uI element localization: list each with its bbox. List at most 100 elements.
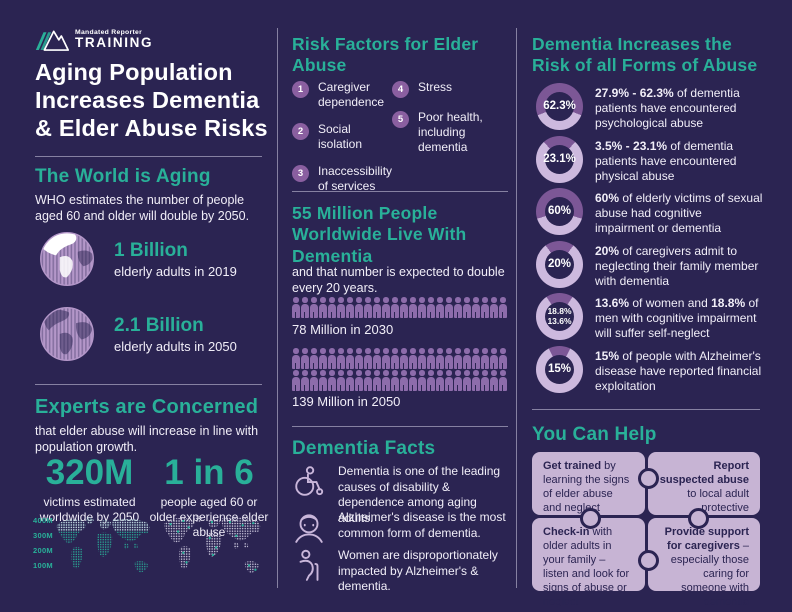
person-icon <box>445 370 453 391</box>
person-icon <box>463 370 471 391</box>
dementia-facts-heading: Dementia Facts <box>292 438 436 459</box>
person-icon <box>481 370 489 391</box>
abuse-stat-row: 62.3% 27.9% - 62.3% of dementia patients… <box>536 83 764 132</box>
risk-factor-label: Caregiver dependence <box>318 80 385 109</box>
experts-heading: Experts are Concerned <box>35 396 259 418</box>
victims-world-map <box>56 517 150 573</box>
stat-value: 320M <box>45 453 134 492</box>
risk-factor-item: 4 Stress <box>392 80 508 98</box>
person-icon <box>445 348 453 369</box>
person-icon <box>319 370 327 391</box>
person-icon <box>355 370 363 391</box>
number-badge: 5 <box>392 111 410 128</box>
wheelchair-person-icon <box>295 466 324 496</box>
section-divider <box>292 191 508 192</box>
person-icon <box>382 297 390 318</box>
donut-chart-caregiver-neglect: 20% <box>536 241 583 288</box>
section-divider <box>532 409 760 410</box>
person-icon <box>373 348 381 369</box>
person-icon <box>436 370 444 391</box>
one-in-six-world-map <box>163 515 261 573</box>
person-icon <box>355 297 363 318</box>
person-icon <box>373 370 381 391</box>
number-badge: 1 <box>292 81 309 98</box>
number-badge: 3 <box>292 165 309 182</box>
person-icon <box>481 297 489 318</box>
person-icon <box>391 348 399 369</box>
risk-factors-heading: Risk Factors for Elder Abuse <box>292 34 479 76</box>
person-icon <box>427 297 435 318</box>
person-icon <box>292 297 300 318</box>
donut-label: 23.1% <box>543 152 576 165</box>
puzzle-knob <box>638 468 659 489</box>
logo-name-top: Mandated Reporter <box>75 28 143 36</box>
person-icon <box>346 370 354 391</box>
donut-label: 60% <box>547 204 572 217</box>
stat-value: 1 Billion <box>114 239 188 261</box>
donut-chart-sexual-abuse: 60% <box>536 188 583 235</box>
stat-text: 13.6% of women and 18.8% of men with cog… <box>595 296 759 341</box>
world-stat-2050: 2.1 Billion elderly adults in 2050 <box>38 305 237 363</box>
person-icon <box>409 370 417 391</box>
person-icon <box>418 297 426 318</box>
person-icon <box>454 370 462 391</box>
donut-label: 18.8% <box>547 305 572 316</box>
logo-name-bottom: TRAINING <box>75 34 154 50</box>
abuse-stat-row: 23.1% 3.5% - 23.1% of dementia patients … <box>536 136 764 185</box>
elderly-man-icon <box>295 514 323 543</box>
globe-2019-icon <box>40 232 94 286</box>
person-icon <box>301 348 309 369</box>
stat-value: 2.1 Billion <box>114 314 204 336</box>
donut-label: 62.3% <box>543 99 576 112</box>
person-icon <box>337 297 345 318</box>
person-icon <box>427 348 435 369</box>
puzzle-knob <box>688 508 709 529</box>
person-icon <box>490 370 498 391</box>
brand-logo: Mandated Reporter TRAINING <box>35 25 153 53</box>
person-icon <box>409 297 417 318</box>
person-icon <box>346 297 354 318</box>
person-icon <box>490 348 498 369</box>
person-icon <box>472 297 480 318</box>
world-aging-body: WHO estimates the number of people aged … <box>35 193 250 224</box>
person-icon <box>328 297 336 318</box>
risk-factor-label: Poor health, including dementia <box>418 110 483 154</box>
help-puzzle: Get trained by learning the signs of eld… <box>532 452 760 608</box>
map-axis-labels: 400M 300M 200M 100M <box>33 516 53 570</box>
globe-2050-icon <box>40 307 94 361</box>
person-icon <box>382 348 390 369</box>
puzzle-piece-provide-support: Provide support for caregivers – especia… <box>648 518 760 608</box>
experts-body: that elder abuse will increase in line w… <box>35 424 259 455</box>
person-icon <box>328 370 336 391</box>
person-icon <box>400 348 408 369</box>
person-icon <box>319 348 327 369</box>
risk-factor-label: Inaccessibility of services <box>318 164 393 193</box>
person-icon <box>391 370 399 391</box>
stat-label: elderly adults in 2050 <box>114 338 237 354</box>
person-icon <box>319 297 327 318</box>
donut-chart-physical: 23.1% <box>536 136 583 183</box>
puzzle-knob <box>638 550 659 571</box>
you-can-help-heading: You Can Help <box>532 424 657 445</box>
person-icon <box>355 348 363 369</box>
person-icon <box>436 297 444 318</box>
person-icon <box>292 348 300 369</box>
person-icon <box>337 348 345 369</box>
stat-text: 3.5% - 23.1% of dementia patients have e… <box>595 139 737 184</box>
axis-label: 200M <box>33 546 53 555</box>
person-icon <box>418 348 426 369</box>
person-icon <box>463 348 471 369</box>
risk-factor-label: Stress <box>418 80 453 94</box>
risk-factors-list: 1 Caregiver dependence 2 Social isolatio… <box>292 80 508 194</box>
person-icon <box>472 348 480 369</box>
person-icon <box>301 370 309 391</box>
person-icon <box>490 297 498 318</box>
fact-text: Dementia is one of the leading causes of… <box>338 464 501 525</box>
column-divider-right <box>516 28 517 588</box>
number-badge: 2 <box>292 123 309 140</box>
person-icon <box>310 370 318 391</box>
person-icon <box>328 348 336 369</box>
person-icon <box>364 348 372 369</box>
stat-label: elderly adults in 2019 <box>114 263 237 279</box>
